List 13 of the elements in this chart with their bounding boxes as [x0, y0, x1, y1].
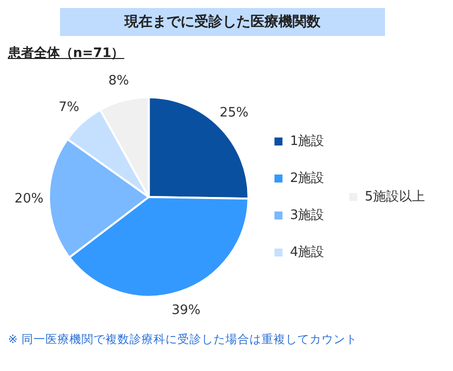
data-label: 7% [58, 100, 80, 116]
chart-title: 現在までに受診した医療機関数 [60, 8, 385, 36]
legend-label: 1施設 [290, 134, 324, 149]
data-label: 20% [14, 191, 44, 206]
legend-label: 4施設 [290, 244, 324, 260]
legend-label: 2施設 [290, 170, 324, 186]
text: ※ 同一医療機関で複数診療科に受診した場合は重複してカウント [8, 332, 358, 347]
data-label: 39% [172, 303, 201, 318]
legend-label: 5施設以上 [364, 189, 426, 204]
data-label: 8% [108, 73, 129, 88]
legend-label: 3施設 [290, 208, 324, 223]
data-label: 25% [220, 105, 249, 120]
chart-subtitle: 患者全体（n=71） [8, 45, 126, 62]
